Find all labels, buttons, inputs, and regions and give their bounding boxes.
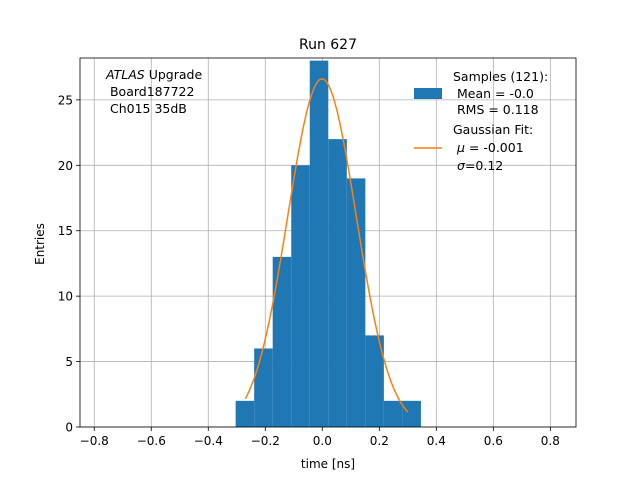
legend-samples-rms: RMS = 0.118 bbox=[453, 102, 539, 117]
x-axis-ticks: −0.8 −0.6 −0.4 −0.2 0.0 0.2 0.4 0.6 0.8 bbox=[80, 427, 560, 448]
x-axis-label: time [ns] bbox=[301, 457, 355, 471]
annotation-line-1: ATLAS Upgrade bbox=[105, 67, 202, 82]
x-tick-label: 0.8 bbox=[541, 434, 560, 448]
x-tick-label: −0.4 bbox=[194, 434, 223, 448]
histogram-bar bbox=[235, 400, 255, 427]
y-axis-label: Entries bbox=[33, 223, 47, 265]
histogram-bar bbox=[254, 348, 273, 427]
x-tick-label: 0.2 bbox=[370, 434, 389, 448]
histogram-bar bbox=[383, 400, 403, 427]
legend: Samples (121): Mean = -0.0 RMS = 0.118 G… bbox=[414, 69, 548, 173]
legend-swatch-samples bbox=[414, 88, 442, 99]
y-axis-ticks: 0 5 10 15 20 25 bbox=[58, 93, 80, 435]
y-tick-label: 0 bbox=[65, 421, 73, 435]
legend-fit-label: Gaussian Fit: bbox=[453, 122, 533, 137]
x-tick-label: −0.8 bbox=[80, 434, 109, 448]
x-tick-label: −0.6 bbox=[137, 434, 166, 448]
x-tick-label: 0.0 bbox=[313, 434, 332, 448]
histogram-bar bbox=[309, 60, 329, 428]
histogram-bar bbox=[402, 400, 421, 427]
plot-frame bbox=[79, 57, 577, 428]
y-tick-label: 15 bbox=[58, 224, 73, 238]
histogram-bar bbox=[272, 256, 292, 427]
x-tick-label: −0.2 bbox=[251, 434, 280, 448]
y-tick-label: 10 bbox=[58, 290, 73, 304]
y-tick-label: 5 bbox=[65, 355, 73, 369]
y-tick-label: 20 bbox=[58, 159, 73, 173]
legend-fit-sigma: σ=0.12 bbox=[457, 158, 503, 173]
y-tick-label: 25 bbox=[58, 93, 73, 107]
gaussian-fit-line bbox=[244, 78, 409, 413]
annotation-line-3: Ch015 35dB bbox=[106, 101, 187, 116]
histogram-bar bbox=[291, 165, 310, 428]
atlas-annotation: ATLAS Upgrade Board187722 Ch015 35dB bbox=[105, 67, 202, 116]
x-tick-label: 0.4 bbox=[427, 434, 446, 448]
x-tick-label: 0.6 bbox=[484, 434, 503, 448]
legend-fit-mu: μ = -0.001 bbox=[456, 140, 524, 155]
axes-frame bbox=[79, 57, 577, 428]
histogram-bar bbox=[365, 335, 384, 427]
legend-samples-mean: Mean = -0.0 bbox=[453, 86, 534, 101]
chart-title: Run 627 bbox=[299, 37, 357, 53]
annotation-line-2: Board187722 bbox=[106, 84, 194, 99]
histogram-bar bbox=[328, 139, 347, 427]
legend-samples-label: Samples (121): bbox=[453, 69, 548, 84]
